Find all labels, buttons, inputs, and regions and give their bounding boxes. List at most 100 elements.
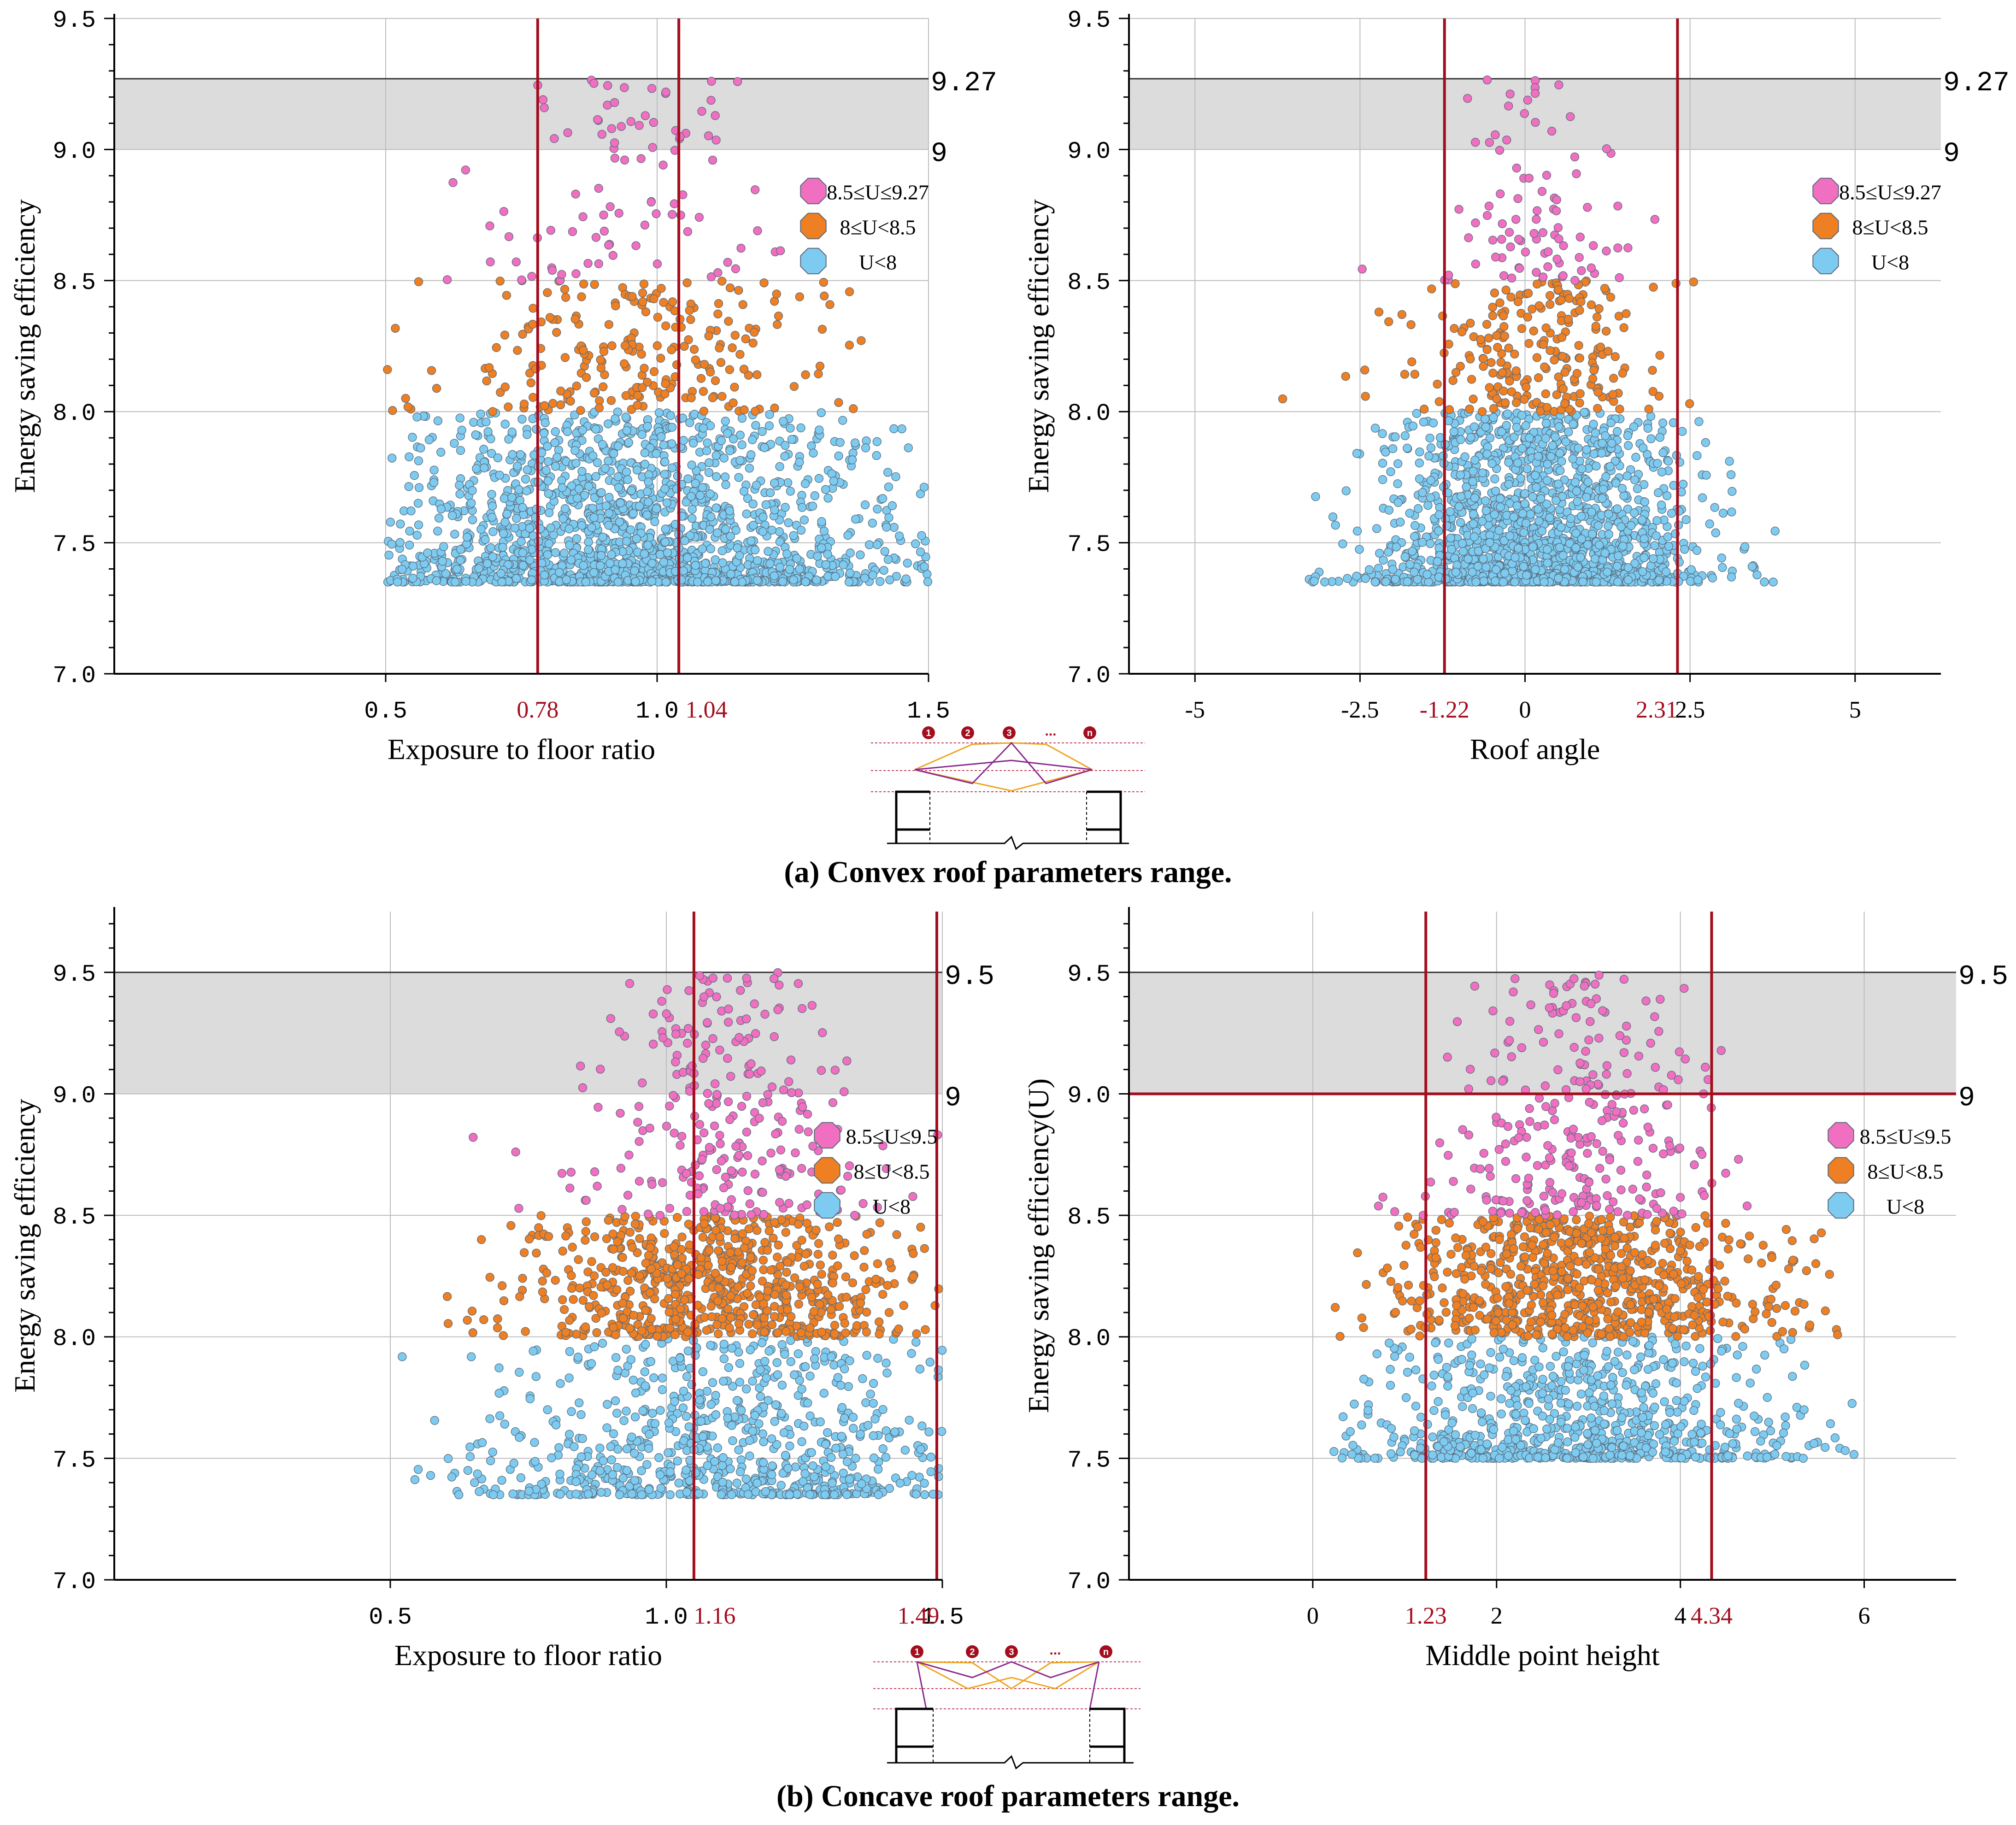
y-tick-label: 7.0	[1067, 662, 1111, 689]
data-point	[801, 577, 810, 587]
data-point	[610, 138, 619, 147]
data-point	[646, 1357, 656, 1366]
data-point	[511, 574, 521, 583]
data-point	[1446, 533, 1455, 543]
data-point	[1613, 577, 1622, 587]
data-point	[1499, 386, 1508, 396]
data-point	[730, 330, 740, 340]
data-point	[1570, 152, 1580, 162]
data-point	[622, 1407, 631, 1416]
data-point	[767, 1434, 776, 1443]
data-point	[1502, 135, 1511, 145]
data-point	[658, 1385, 667, 1395]
data-point	[1587, 263, 1596, 272]
data-point	[691, 479, 700, 488]
data-point	[1379, 555, 1388, 565]
data-point	[1580, 408, 1589, 417]
data-point	[885, 575, 894, 584]
data-point	[869, 1431, 878, 1440]
data-point	[640, 364, 649, 373]
data-point	[726, 569, 735, 579]
data-point	[1728, 487, 1737, 496]
data-point	[413, 1465, 423, 1474]
data-point	[1577, 464, 1587, 473]
data-point	[640, 448, 650, 458]
data-point	[544, 539, 553, 548]
data-point	[793, 1349, 803, 1359]
data-point	[1553, 223, 1563, 232]
data-point	[512, 514, 521, 523]
data-point	[876, 577, 885, 586]
data-point	[573, 1353, 583, 1362]
data-point	[1643, 424, 1652, 433]
data-point	[1522, 383, 1531, 392]
data-point	[795, 565, 804, 574]
data-point	[527, 575, 536, 584]
data-point	[511, 257, 521, 267]
data-point	[782, 1268, 791, 1277]
data-point	[888, 501, 897, 510]
data-point	[1542, 476, 1552, 485]
data-point	[842, 1490, 852, 1499]
y-tick-label: 8.5	[53, 269, 96, 296]
data-point	[570, 314, 580, 324]
data-point	[1542, 171, 1552, 180]
data-point	[579, 346, 588, 355]
data-point	[1583, 540, 1593, 549]
data-point	[652, 209, 661, 218]
data-point	[661, 577, 670, 587]
data-point	[1361, 392, 1370, 401]
data-point	[551, 427, 560, 436]
data-point	[706, 544, 716, 553]
data-point	[657, 432, 666, 442]
data-point	[410, 1475, 420, 1484]
data-point	[808, 501, 817, 511]
data-point	[1393, 479, 1402, 489]
data-point	[775, 537, 785, 547]
data-point	[1456, 518, 1465, 527]
data-point	[1479, 577, 1488, 586]
data-point	[1384, 548, 1393, 557]
data-point	[861, 1398, 870, 1407]
data-point	[488, 512, 497, 522]
data-point	[670, 1397, 679, 1406]
data-point	[531, 1372, 541, 1381]
data-point	[568, 227, 577, 236]
data-point	[1492, 394, 1501, 404]
data-point	[1498, 368, 1507, 377]
data-point	[641, 1340, 650, 1349]
data-point	[528, 319, 537, 329]
data-point	[513, 346, 522, 355]
data-point	[673, 1456, 682, 1466]
data-point	[901, 574, 911, 583]
data-point	[525, 524, 535, 533]
data-point	[1575, 398, 1584, 408]
data-point	[1493, 342, 1502, 352]
data-point	[767, 1470, 776, 1479]
data-point	[504, 402, 513, 412]
data-point	[696, 1417, 706, 1426]
data-point	[667, 423, 677, 432]
data-point	[1444, 340, 1453, 349]
data-point	[702, 446, 711, 455]
data-point	[630, 1476, 640, 1485]
data-point	[1386, 467, 1395, 477]
data-point	[751, 406, 760, 416]
data-point	[463, 1466, 473, 1475]
data-point	[548, 399, 558, 408]
data-point	[739, 487, 749, 496]
data-point	[838, 1449, 847, 1459]
legend-marker-pink	[800, 177, 827, 205]
data-point	[1543, 545, 1552, 554]
data-point	[570, 446, 580, 455]
data-point	[598, 1339, 607, 1348]
data-point	[558, 514, 568, 524]
data-point	[779, 417, 788, 426]
data-point	[1496, 189, 1505, 199]
data-point	[1485, 383, 1494, 392]
data-point	[1540, 362, 1549, 371]
data-point	[845, 1356, 854, 1366]
data-point	[1544, 247, 1553, 256]
data-point	[476, 409, 485, 419]
data-point	[637, 349, 646, 359]
